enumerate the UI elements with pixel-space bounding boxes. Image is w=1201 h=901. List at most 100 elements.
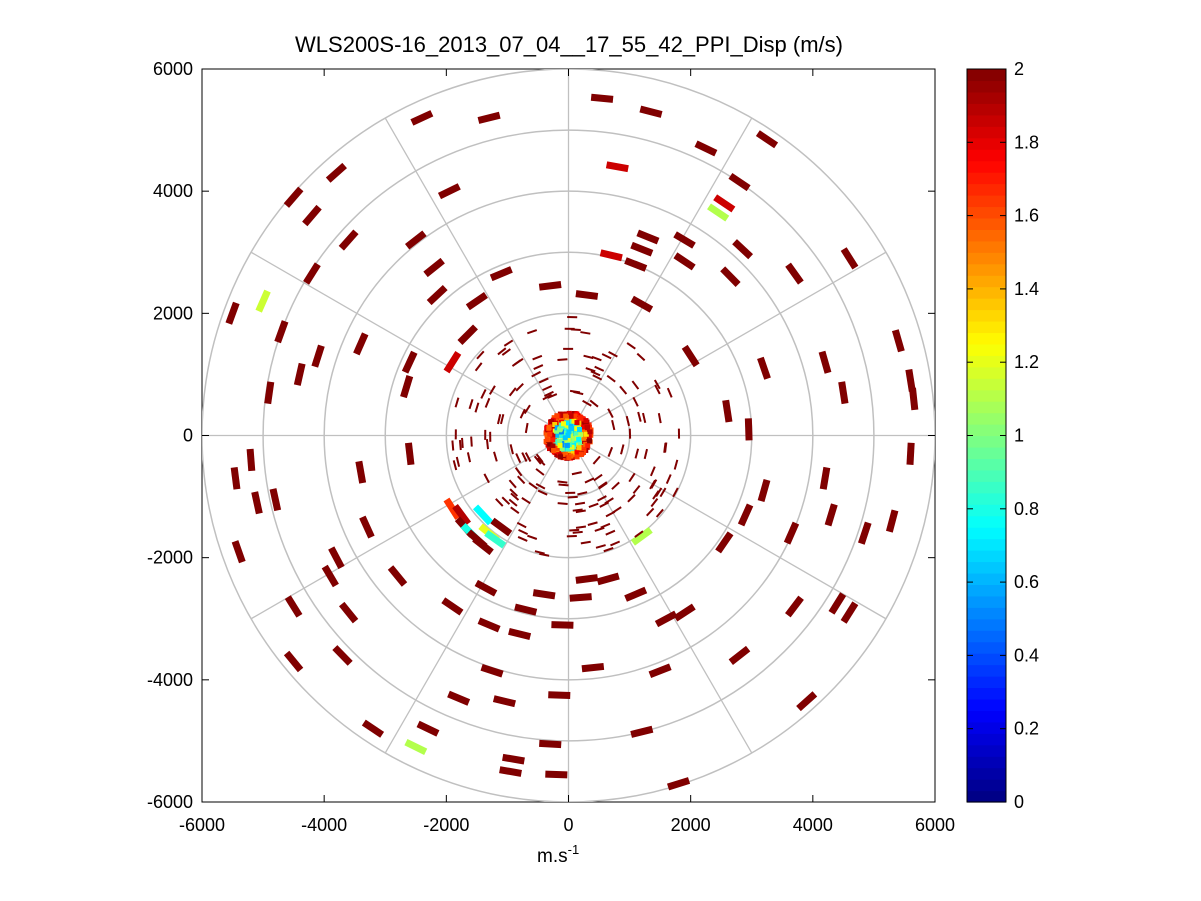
near-range-bin-394	[581, 447, 587, 453]
inner-dash-60	[474, 402, 480, 413]
data-point-58	[269, 488, 282, 512]
near-range-bin-329	[554, 452, 560, 458]
data-point-35	[630, 295, 654, 313]
inner-dash-73	[539, 552, 550, 557]
colorbar-step-6	[967, 721, 1006, 734]
near-range-bin-352	[563, 446, 569, 452]
data-point-117	[502, 753, 525, 765]
inner-dash-25	[510, 506, 520, 514]
x-tick-label-1: -4000	[301, 815, 347, 835]
near-range-bin-516	[551, 447, 557, 453]
colorbar-step-43	[967, 298, 1006, 311]
inner-dash-94	[519, 408, 526, 419]
near-range-bin-479	[571, 418, 577, 424]
inner-dash-141	[458, 439, 462, 451]
colorbar-step-55	[967, 160, 1006, 173]
colorbar-step-59	[967, 114, 1006, 127]
inner-dash-29	[558, 483, 569, 487]
inner-dash-149	[657, 412, 662, 424]
inner-dash-136	[594, 365, 605, 372]
inner-dash-129	[538, 377, 549, 384]
inner-dash-105	[588, 502, 599, 508]
data-point-115	[539, 739, 562, 749]
data-point-4	[755, 130, 779, 149]
colorbar-step-31	[967, 435, 1006, 448]
near-range-bin-512	[578, 452, 584, 458]
inner-dash-7	[501, 496, 511, 505]
near-range-bin-477	[573, 431, 579, 437]
inner-dash-145	[537, 457, 546, 466]
near-range-bin-506	[578, 432, 584, 438]
inner-dash-68	[484, 429, 487, 440]
x-tick-label-3: 0	[563, 815, 573, 835]
data-point-51	[400, 375, 414, 399]
inner-dash-13	[590, 370, 601, 377]
colorbar-tick-label-8: 1.6	[1014, 206, 1039, 226]
inner-dash-3	[605, 529, 616, 536]
colorbar-tick-label-4: 0.8	[1014, 499, 1039, 519]
colorbar-step-30	[967, 446, 1006, 460]
colorbar-step-27	[967, 481, 1006, 494]
x-tick-label-6: 6000	[915, 815, 955, 835]
inner-dash-126	[500, 413, 505, 425]
data-point-113	[416, 720, 440, 737]
inner-dash-27	[608, 350, 618, 358]
data-point-25	[673, 252, 696, 271]
near-range-bin-464	[573, 426, 579, 432]
inner-dash-96	[476, 350, 485, 360]
data-point-69	[359, 515, 375, 539]
colorbar-step-45	[967, 275, 1006, 288]
data-point-45	[818, 350, 832, 374]
inner-dash-44	[572, 508, 583, 512]
near-range-bin-413	[550, 432, 556, 438]
inner-dash-158	[567, 495, 578, 499]
inner-dash-125	[547, 393, 558, 399]
y-tick-label-2: 2000	[153, 303, 193, 323]
near-range-bin-461	[568, 433, 574, 439]
inner-dash-40	[584, 477, 595, 484]
data-point-106	[648, 663, 672, 678]
y-tick-label-3: 0	[183, 426, 193, 446]
inner-dash-134	[580, 540, 591, 545]
inner-dash-32	[532, 354, 543, 361]
data-point-116	[630, 725, 654, 738]
inner-dash-113	[628, 428, 632, 439]
data-point-16	[636, 229, 660, 245]
data-point-31	[426, 284, 448, 306]
near-range-bin-518	[565, 432, 571, 438]
near-range-bin-216	[560, 438, 566, 444]
inner-dash-35	[509, 488, 519, 497]
near-range-bin-453	[554, 445, 560, 451]
colorbar-step-28	[967, 469, 1006, 482]
data-point-36	[457, 324, 478, 345]
near-range-bin-367	[582, 438, 588, 444]
inner-dash-61	[451, 440, 455, 451]
inner-dash-132	[600, 522, 611, 529]
inner-dash-70	[583, 354, 594, 360]
inner-dash-28	[535, 482, 546, 490]
near-range-bin-487	[557, 438, 563, 444]
inner-dash-79	[592, 455, 601, 465]
inner-dash-15	[454, 429, 457, 440]
inner-dash-62	[524, 422, 529, 434]
inner-dash-86	[571, 471, 582, 476]
colorbar-tick-label-5: 1	[1014, 426, 1024, 446]
data-point-110	[548, 691, 571, 699]
inner-dash-83	[535, 468, 545, 476]
data-point-71	[452, 503, 471, 526]
data-point-104	[480, 663, 504, 678]
colorbar-tick-label-9: 1.8	[1014, 132, 1039, 152]
y-tick-label-1: 4000	[153, 181, 193, 201]
inner-dash-8	[501, 348, 511, 356]
data-point-103	[332, 645, 353, 666]
inner-dash-119	[673, 459, 679, 470]
inner-dash-137	[454, 397, 460, 408]
inner-dash-48	[659, 487, 667, 498]
near-range-bin-517	[576, 436, 582, 442]
colorbar-step-11	[967, 664, 1006, 677]
colorbar-step-61	[967, 91, 1006, 104]
near-range-bin-463	[550, 443, 556, 449]
data-point-41	[443, 350, 462, 374]
near-range-bin-486	[564, 420, 570, 426]
